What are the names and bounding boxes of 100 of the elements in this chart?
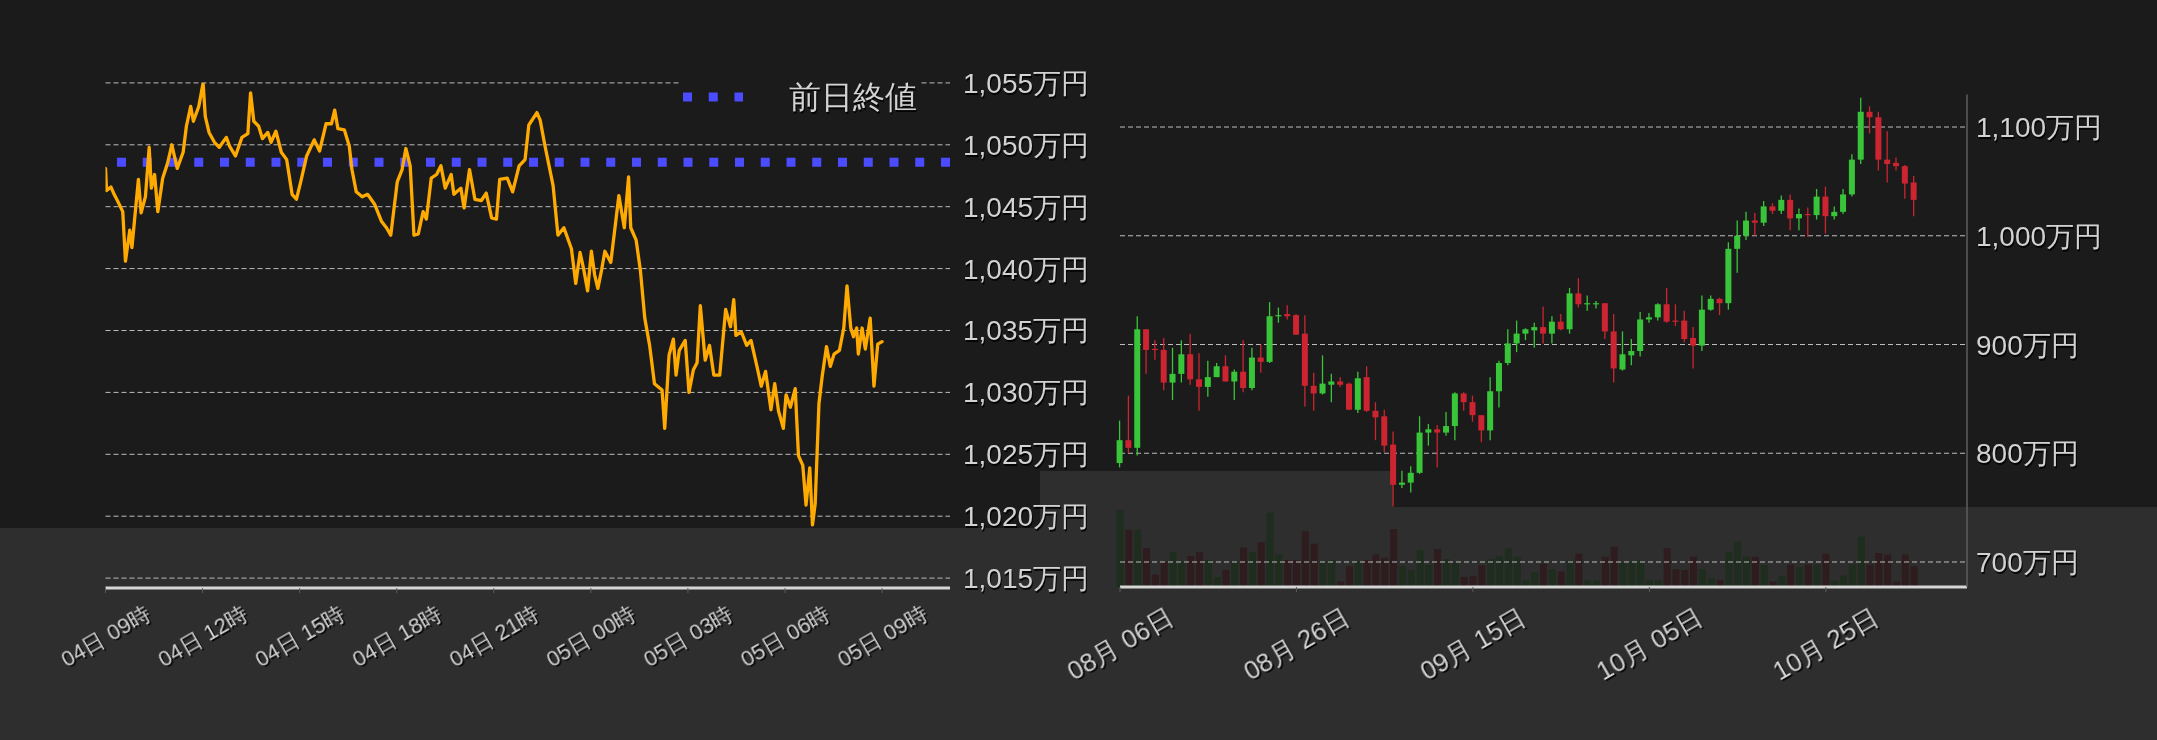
candlestick [1178, 339, 1185, 384]
bar [1725, 552, 1733, 587]
candlestick [1645, 312, 1652, 324]
candlestick [1328, 373, 1335, 403]
bar [1743, 556, 1751, 587]
y-tick-label: 1,040万円 [963, 253, 1090, 285]
y-tick-label: 700万円 [1976, 546, 2079, 578]
bar [1540, 563, 1548, 587]
candlestick [1619, 330, 1626, 372]
y-tick-label: 1,030万円 [963, 376, 1090, 408]
candlestick [1425, 423, 1432, 447]
bar [1840, 575, 1848, 587]
x-tick-label: 08月 06日 [1061, 601, 1179, 687]
bar [1734, 541, 1742, 587]
bar [1707, 578, 1715, 587]
bar [1760, 565, 1768, 587]
x-tick-label: 09月 15日 [1414, 601, 1532, 687]
candlestick [1478, 414, 1485, 444]
x-tick-label: 05日 06時 [735, 600, 835, 672]
candlestick [1310, 372, 1317, 412]
candlestick [1460, 391, 1467, 412]
candlestick [1743, 211, 1750, 241]
candlestick [1778, 194, 1785, 215]
bar [1248, 552, 1256, 587]
bar [1910, 566, 1918, 587]
bar [1884, 554, 1892, 587]
candlestick [1663, 287, 1670, 324]
candlestick [1681, 310, 1688, 343]
bar [1681, 569, 1689, 587]
candlestick [1901, 164, 1908, 200]
bar [1504, 548, 1512, 587]
bar [1125, 529, 1133, 587]
candlestick [1195, 352, 1202, 412]
bar [1222, 569, 1230, 587]
y-tick-label: 900万円 [1976, 329, 2079, 361]
bar [1240, 547, 1248, 587]
bar [1407, 569, 1415, 587]
bar [1531, 572, 1539, 587]
candlestick [1884, 130, 1891, 184]
bar [1787, 564, 1795, 587]
candlestick [1204, 360, 1211, 398]
bar [1443, 559, 1451, 587]
candlestick [1293, 313, 1300, 336]
bar [1548, 569, 1556, 587]
y-tick-label: 1,055万円 [963, 67, 1090, 99]
candlestick [1443, 411, 1450, 437]
candlestick [1628, 338, 1635, 366]
candlestick [1504, 328, 1511, 366]
bar [1390, 529, 1398, 587]
y-tick-label: 1,015万円 [963, 562, 1090, 594]
bar [1143, 548, 1151, 587]
bar [1698, 569, 1706, 587]
candlestick [1222, 354, 1229, 383]
y-tick-label: 800万円 [1976, 437, 2079, 469]
bar [1813, 564, 1821, 587]
legend-label: 前日終値 [789, 78, 917, 116]
bar [1848, 564, 1856, 587]
candlestick [1372, 401, 1379, 441]
x-tick-label: 04日 12時 [153, 600, 252, 672]
bar [1566, 560, 1574, 587]
x-tick-label: 10月 25日 [1767, 601, 1885, 687]
candlestick [1866, 105, 1873, 135]
bar [1901, 554, 1909, 587]
candlestick [1690, 326, 1697, 370]
bar [1195, 552, 1203, 587]
bar [1451, 563, 1459, 587]
candlestick [1795, 207, 1802, 231]
x-tick-label: 05日 09時 [832, 600, 932, 672]
bar [1345, 566, 1353, 587]
candlestick [1575, 277, 1582, 309]
bar [1575, 553, 1583, 587]
bar [1398, 566, 1406, 587]
candlestick [1813, 188, 1820, 221]
candlestick [1734, 219, 1741, 274]
candlestick [1840, 188, 1847, 215]
bar [1778, 576, 1786, 587]
bar [1310, 543, 1318, 587]
candlestick [1910, 175, 1917, 217]
bar [1637, 560, 1645, 587]
x-tick-label: 05日 00時 [541, 600, 640, 672]
x-tick-label: 04日 18時 [347, 600, 446, 672]
candlestick [1116, 419, 1123, 469]
candlestick [1548, 315, 1555, 345]
y-tick-label: 1,035万円 [963, 315, 1090, 346]
candlestick [1240, 339, 1247, 393]
x-tick-label: 10月 05日 [1591, 601, 1708, 687]
bar [1751, 556, 1759, 587]
bar [1495, 556, 1503, 587]
bar [1690, 556, 1698, 587]
bar [1487, 559, 1495, 587]
bar [1213, 576, 1221, 587]
bar [1557, 571, 1565, 587]
candlestick [1893, 156, 1900, 172]
bar [1231, 561, 1239, 587]
candlestick [1434, 424, 1441, 469]
candlestick [1407, 465, 1414, 494]
candlestick [1822, 186, 1829, 235]
bar [1187, 556, 1195, 587]
bar [1134, 529, 1142, 587]
candlestick [1531, 322, 1538, 349]
